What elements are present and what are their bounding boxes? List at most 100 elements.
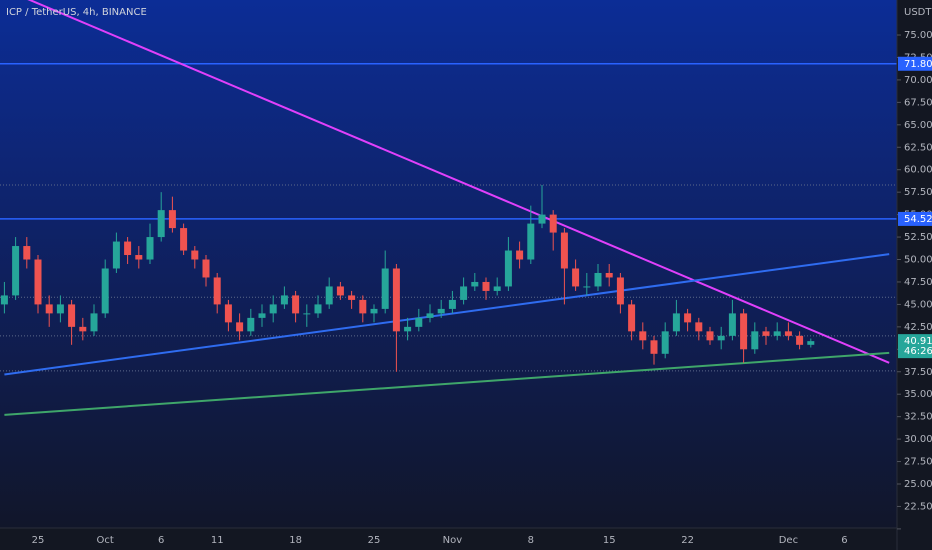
candle-body [594, 272, 602, 287]
candle-body [0, 295, 8, 305]
candle-body [348, 295, 356, 300]
candle-body [12, 246, 20, 296]
candle-body [79, 326, 87, 332]
candle-body [773, 331, 781, 336]
candle-body [717, 335, 725, 341]
candle-body [213, 277, 221, 305]
plot-background [0, 0, 897, 528]
candle-body [516, 250, 524, 260]
candle-body [325, 286, 333, 305]
price-tag [898, 211, 932, 226]
candle-body [269, 304, 277, 314]
candle-body [560, 232, 568, 269]
candle-body [247, 317, 255, 332]
y-tick-label: 60.00 [904, 165, 932, 176]
candle-body [404, 326, 412, 332]
candle-body [135, 255, 143, 260]
x-tick-label: 18 [289, 535, 302, 546]
y-tick-label: 65.00 [904, 120, 932, 131]
y-tick-label: 67.50 [904, 97, 932, 108]
countdown-label: 46:26 [904, 346, 932, 357]
trend-line [4, 351, 890, 416]
last-price-label: 40.91 [904, 336, 932, 347]
price-tag-label: 54.52 [904, 214, 932, 225]
x-tick-label: 22 [681, 535, 694, 546]
currency-label: USDT [904, 7, 932, 18]
y-tick-label: 35.00 [904, 389, 932, 400]
candle-body [280, 295, 288, 305]
candle-body [650, 340, 658, 354]
candle-body [493, 286, 501, 291]
y-tick-label: 52.50 [904, 232, 932, 243]
y-tick-label: 32.50 [904, 412, 932, 423]
candle-body [258, 313, 266, 318]
candle-body [124, 241, 132, 256]
candle-body [202, 259, 210, 278]
y-tick-label: 25.00 [904, 479, 932, 490]
x-tick-label: 6 [841, 535, 847, 546]
y-tick-label: 47.50 [904, 277, 932, 288]
candle-body [224, 304, 232, 323]
y-tick-label: 57.50 [904, 187, 932, 198]
plot-area [0, 0, 897, 416]
x-tick-label: Oct [97, 535, 114, 546]
candle-body [56, 304, 64, 314]
candle-body [236, 322, 244, 332]
candle-body [807, 341, 815, 345]
candle-body [460, 286, 468, 300]
candle-body [661, 331, 669, 354]
trend-line [27, 0, 890, 364]
candle-body [392, 268, 400, 332]
price-tag [898, 56, 932, 71]
symbol-title: ICP / TetherUS, 4h, BINANCE [6, 7, 147, 18]
candle-body [448, 299, 456, 309]
x-tick-label: Nov [443, 535, 463, 546]
candle-body [740, 313, 748, 350]
y-tick-label: 75.00 [904, 30, 932, 41]
candle-body [784, 331, 792, 336]
candle-body [381, 268, 389, 309]
candle-body [616, 277, 624, 305]
candle-body [628, 304, 636, 332]
y-tick-label: 30.00 [904, 434, 932, 445]
y-tick-label: 70.00 [904, 75, 932, 86]
x-tick-label: 8 [528, 535, 534, 546]
candle-body [504, 250, 512, 287]
x-tick-label: 25 [368, 535, 381, 546]
candle-body [336, 286, 344, 296]
candle-body [292, 295, 300, 314]
candle-body [549, 214, 557, 233]
price-tag-label: 71.80 [904, 59, 932, 70]
candle-body [751, 331, 759, 350]
candle-body [101, 268, 109, 314]
candle-body [437, 308, 445, 314]
y-tick-label: 22.50 [904, 501, 932, 512]
candle-body [191, 250, 199, 260]
candle-body [426, 313, 434, 318]
candle-body [370, 308, 378, 314]
y-tick-label: 45.00 [904, 299, 932, 310]
y-tick-label: 27.50 [904, 457, 932, 468]
candle-body [415, 317, 423, 327]
candle-body [146, 237, 154, 260]
x-tick-label: 15 [603, 535, 616, 546]
candle-body [639, 331, 647, 341]
x-tick-label: 11 [211, 535, 224, 546]
x-tick-label: 6 [158, 535, 164, 546]
candle-body [605, 272, 613, 278]
candle-body [695, 322, 703, 332]
candle-body [583, 286, 591, 288]
candle-body [762, 331, 770, 336]
y-tick-label: 37.50 [904, 367, 932, 378]
candle-body [23, 246, 31, 260]
candle-body [34, 259, 42, 305]
candle-body [572, 268, 580, 287]
candle-body [157, 210, 165, 238]
candle-body [684, 313, 692, 323]
candle-body [796, 335, 804, 345]
candle-body [180, 228, 188, 251]
price-axis [897, 0, 932, 550]
candle-body [303, 313, 311, 315]
candle-body [482, 281, 490, 291]
last-price-tag [898, 334, 932, 359]
